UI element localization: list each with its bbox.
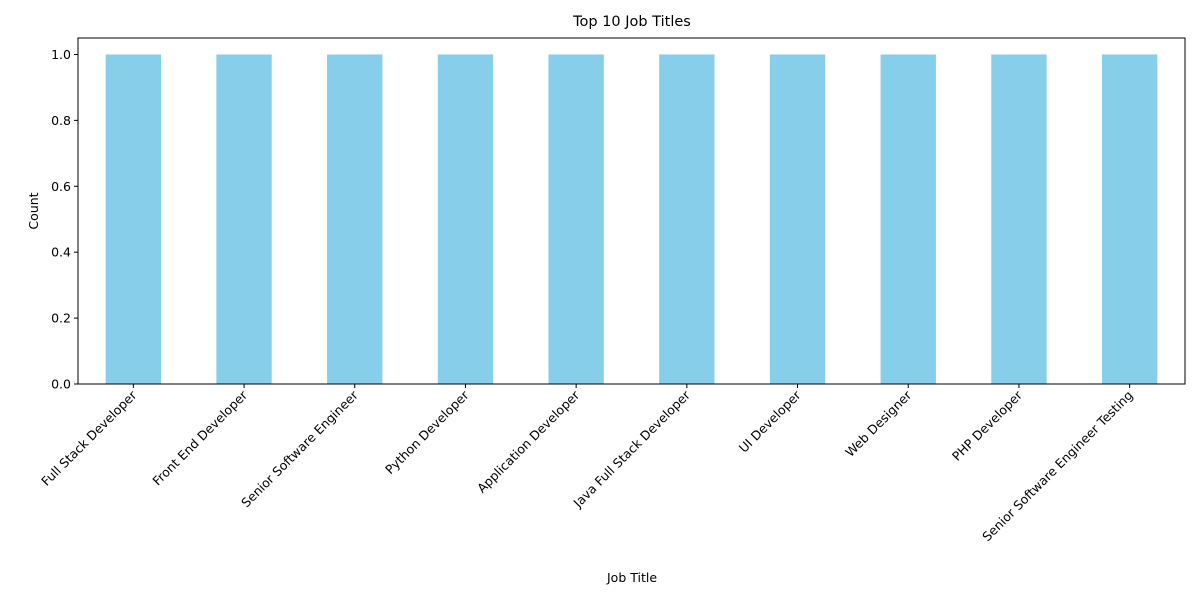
y-tick-label: 1.0	[51, 47, 71, 62]
bar-7	[769, 54, 826, 384]
y-tick-label: 0.2	[51, 311, 71, 326]
y-tick-label: 0.8	[51, 113, 71, 128]
x-axis: Full Stack Developer Front End DeveloperS…	[38, 384, 1136, 544]
bar-10	[1101, 54, 1158, 384]
y-axis: 0.0 0.2 0.4 0.6 0.8 1.0	[51, 47, 78, 392]
bar-1	[105, 54, 162, 384]
bar-2	[216, 54, 272, 384]
x-tick-label: Front End Developer	[149, 387, 250, 488]
bar-3	[327, 54, 383, 384]
x-tick-label: Full Stack Developer	[38, 387, 140, 489]
chart-title: Top 10 Job Titles	[572, 14, 691, 30]
bar-6	[659, 54, 715, 384]
x-tick-label: Python Developer	[382, 387, 472, 477]
plot-area	[105, 54, 1158, 384]
x-tick-label: PHP Developer	[949, 387, 1026, 464]
x-tick-label: UI Developer	[736, 387, 805, 456]
x-tick-label: Web Designer	[842, 387, 915, 460]
bar-8	[880, 54, 936, 384]
x-tick-label: Application Developer	[474, 387, 583, 496]
y-tick-label: 0.6	[51, 179, 71, 194]
bar-5	[548, 54, 604, 384]
x-tick-label: Senior Software Engineer	[238, 387, 361, 510]
bar-4	[437, 54, 494, 384]
bar-9	[991, 54, 1047, 384]
x-tick-label: Java Full Stack Developer	[570, 387, 694, 511]
x-axis-label: Job Title	[606, 570, 657, 585]
y-tick-label: 0.0	[51, 377, 71, 392]
y-axis-label: Count	[26, 192, 41, 229]
y-tick-label: 0.4	[51, 245, 71, 260]
plot-frame	[77, 37, 1186, 385]
